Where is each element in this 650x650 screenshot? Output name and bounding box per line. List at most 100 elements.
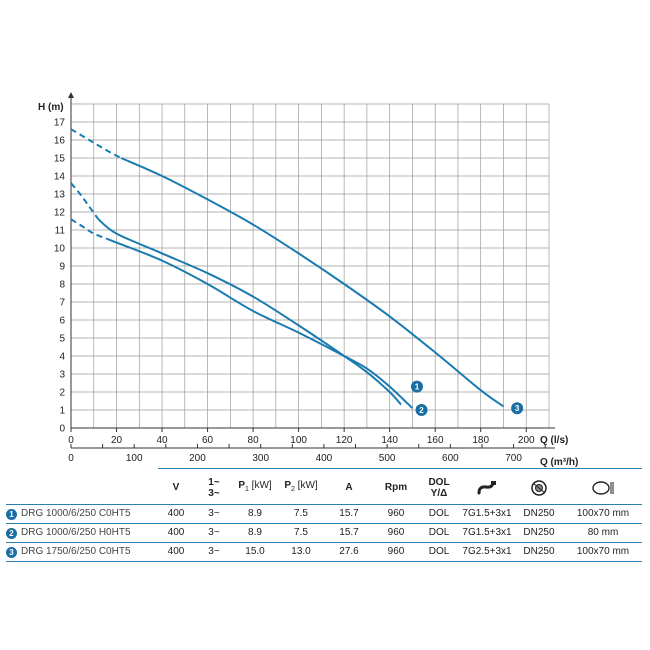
header-amperage: A [345, 482, 353, 494]
phase-cell: 3~ [208, 508, 220, 519]
curve-2-dashed [70, 218, 108, 240]
header-p2: P2 [kW] [284, 480, 318, 494]
y-tick-label: 4 [59, 352, 65, 363]
cable-icon [460, 472, 514, 504]
x2-tick-label: 400 [316, 453, 333, 464]
p2-cell: 7.5 [294, 527, 308, 538]
x-tick-label: 0 [68, 435, 74, 446]
x-axis-label: Q (l/s) [540, 435, 568, 446]
x2-tick-label: 600 [442, 453, 459, 464]
x-tick-label: 140 [381, 435, 398, 446]
curve-3-dashed [70, 128, 122, 159]
y-axis-label: H (m) [38, 102, 64, 113]
y-tick-label: 10 [54, 244, 66, 255]
table-header-row: V 1~ 3~ P1 [kW] P2 [kW] A Rpm DOL Y/Δ [6, 472, 642, 504]
model-cell: 3 DRG 1750/6/250 C0HT5 [6, 542, 156, 561]
table-row: 2 DRG 1000/6/250 H0HT5 400 3~ 8.9 7.5 15.7 960 D… [6, 523, 642, 542]
y-tick-label: 7 [59, 298, 65, 309]
y-tick-label: 11 [55, 226, 66, 237]
model-cell: 1 DRG 1000/6/250 C0HT5 [6, 504, 156, 523]
header-p1: P1 [kW] [238, 480, 272, 494]
x-tick-label: 200 [518, 435, 535, 446]
cable-cell: 7G1.5+3x1 [462, 527, 512, 538]
header-phase: 1~ 3~ [196, 472, 232, 504]
header-voltage: V [172, 482, 180, 494]
p1-cell: 15.0 [245, 546, 265, 557]
curve-1 [97, 218, 402, 406]
y-tick-label: 13 [54, 190, 66, 201]
p1-cell: 8.9 [248, 527, 262, 538]
p2-cell: 7.5 [294, 508, 308, 519]
chart-curves: 1 2 3 [70, 128, 524, 416]
curve-number-badge: 2 [6, 527, 17, 539]
amp-cell: 15.7 [339, 527, 359, 538]
x2-tick-label: 100 [126, 453, 143, 464]
v-cell: 400 [167, 508, 185, 519]
p1-cell: 8.9 [248, 508, 262, 519]
v-cell: 400 [167, 546, 185, 557]
y-tick-label: 2 [59, 388, 65, 399]
y-tick-label: 9 [59, 262, 65, 273]
amp-cell: 27.6 [339, 546, 359, 557]
header-start: DOL Y/Δ [428, 476, 450, 499]
curve-number-badge: 3 [6, 546, 17, 558]
phase-cell: 3~ [208, 546, 220, 557]
cable-cell: 7G1.5+3x1 [462, 508, 512, 519]
curve-1-marker [410, 380, 423, 393]
y-tick-label: 12 [54, 208, 66, 219]
start-cell: DOL [428, 508, 450, 519]
y-tick-label: 0 [59, 424, 65, 435]
x2-tick-label: 300 [252, 453, 269, 464]
y-tick-label: 3 [59, 370, 65, 381]
curve-2-marker [415, 404, 428, 416]
p2-cell: 13.0 [291, 546, 311, 557]
rpm-cell: 960 [387, 527, 405, 538]
model-name: DRG 1000/6/250 H0HT5 [21, 526, 131, 538]
chart-grid [70, 103, 550, 429]
y-tick-label: 8 [59, 280, 65, 291]
start-cell: DOL [428, 527, 450, 538]
table-row: 3 DRG 1750/6/250 C0HT5 400 3~ 15.0 13.0 27.6 96… [6, 542, 642, 561]
x-tick-label: 180 [472, 435, 489, 446]
x-tick-label: 40 [156, 435, 168, 446]
specs-table: V 1~ 3~ P1 [kW] P2 [kW] A Rpm DOL Y/Δ [6, 472, 642, 562]
y-tick-label: 5 [59, 334, 65, 345]
x2-tick-label: 200 [189, 453, 206, 464]
y-tick-label: 14 [54, 172, 66, 183]
table-row: 1 DRG 1000/6/250 C0HT5 400 3~ 8.9 7.5 15.7 960 D… [6, 504, 642, 523]
header-rpm: Rpm [384, 482, 408, 494]
model-cell: 2 DRG 1000/6/250 H0HT5 [6, 523, 156, 542]
y-tick-label: 1 [59, 406, 65, 417]
x-tick-label: 120 [336, 435, 353, 446]
curve-3-marker-label: 3 [515, 404, 520, 413]
passage-cell: 80 mm [587, 527, 619, 538]
header-phase-top: 1~ [208, 476, 220, 488]
y-tick-label: 15 [54, 154, 66, 165]
cable-cell: 7G2.5+3x1 [462, 546, 512, 557]
y-tick-label: 16 [54, 136, 66, 147]
passage-cell: 100x70 mm [576, 508, 630, 519]
curve-2-marker-label: 2 [419, 406, 424, 415]
header-phase-bottom: 3~ [208, 487, 220, 499]
x2-tick-label: 500 [379, 453, 396, 464]
x-tick-label: 20 [111, 435, 123, 446]
curve-3-marker [511, 402, 524, 415]
curve-number-badge: 1 [6, 508, 17, 520]
model-name: DRG 1750/6/250 C0HT5 [21, 545, 131, 557]
outlet-cell: DN250 [523, 527, 555, 538]
rpm-cell: 960 [387, 508, 405, 519]
outlet-cell: DN250 [523, 508, 555, 519]
x2-axis-label: Q (m³/h) [540, 457, 578, 468]
amp-cell: 15.7 [339, 508, 359, 519]
rpm-cell: 960 [387, 546, 405, 557]
x-tick-label: 100 [290, 435, 307, 446]
curve-1-marker-label: 1 [415, 383, 420, 392]
outlet-cell: DN250 [523, 546, 555, 557]
curve-3 [120, 157, 505, 408]
x-tick-label: 80 [248, 435, 260, 446]
solid-passage-icon [564, 472, 642, 504]
table-top-rule [158, 468, 642, 469]
x2-tick-label: 700 [505, 453, 522, 464]
